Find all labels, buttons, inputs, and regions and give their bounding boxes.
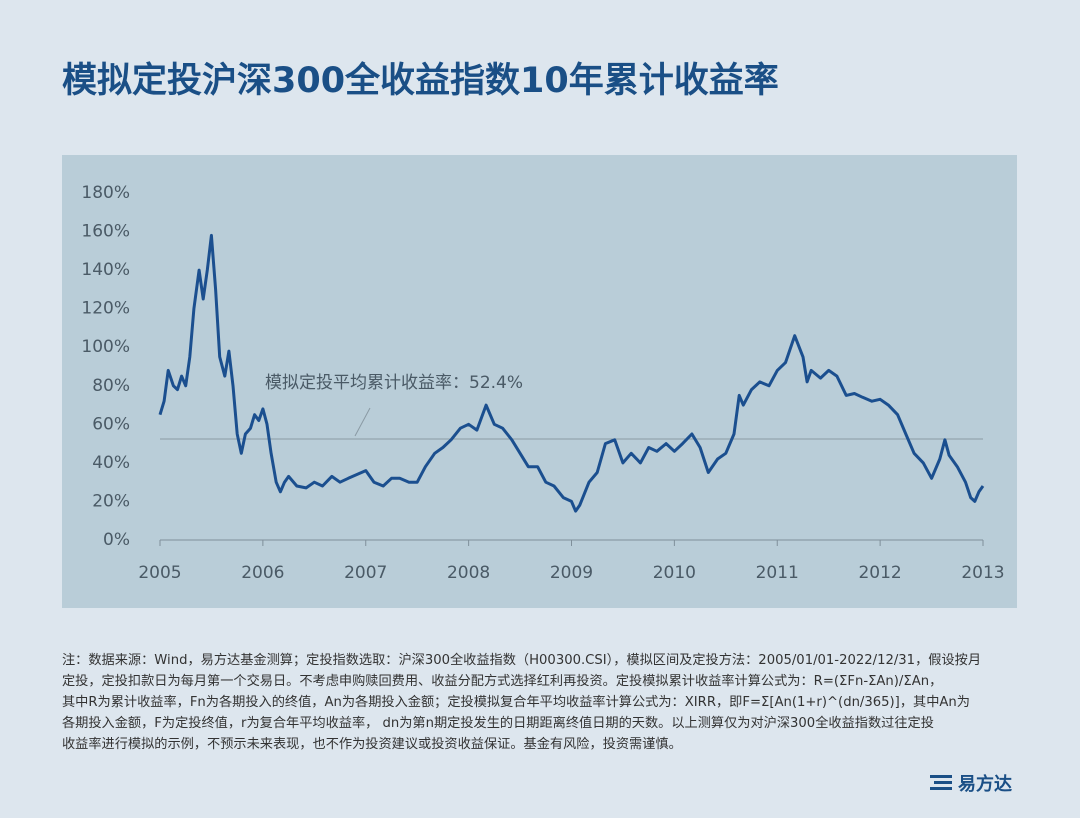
footnote-line: 收益率进行模拟的示例，不预示未来表现，也不作为投资建议或投资收益保证。基金有风险… — [62, 737, 682, 752]
y-tick-label: 60% — [92, 414, 130, 434]
y-tick-label: 160% — [81, 222, 130, 242]
footnote-line: 其中R为累计收益率，Fn为各期投入的终值，An为各期投入金额；定投模拟复合年平均… — [62, 695, 970, 710]
logo: 易方达 — [930, 770, 1012, 796]
x-tick-label: 2009 — [550, 563, 593, 583]
y-tick-label: 100% — [81, 337, 130, 357]
x-tick-label: 2011 — [756, 563, 799, 583]
logo-text: 易方达 — [958, 774, 1012, 795]
x-tick-label: 2006 — [241, 563, 284, 583]
data-line — [158, 233, 985, 513]
x-tick-label: 2007 — [344, 563, 387, 583]
x-tick-label: 2013 — [961, 563, 1004, 583]
annotation-pointer — [354, 407, 371, 437]
y-tick-label: 80% — [92, 376, 130, 396]
footnote-line: 定投，定投扣款日为每月第一个交易日。不考虑申购赎回费用、收益分配方式选择红利再投… — [62, 674, 943, 689]
y-tick-label: 20% — [92, 491, 130, 511]
footnote: 注：数据来源：Wind，易方达基金测算；定投指数选取：沪深300全收益指数（H0… — [62, 650, 1022, 755]
title: 模拟定投沪深300全收益指数10年累计收益率 — [62, 61, 779, 101]
logo-icon — [930, 775, 952, 790]
y-tick-label: 0% — [103, 530, 130, 550]
y-tick-label: 180% — [81, 183, 130, 203]
annotation: 模拟定投平均累计收益率：52.4% — [265, 373, 523, 393]
y-tick-label: 120% — [81, 299, 130, 319]
x-tick-label: 2005 — [138, 563, 181, 583]
y-tick-label: 40% — [92, 453, 130, 473]
x-tick-label: 2010 — [653, 563, 696, 583]
footnote-line: 各期投入金额，F为定投终值，r为复合年平均收益率， dn为第n期定投发生的日期距… — [62, 716, 934, 731]
y-tick-label: 140% — [81, 260, 130, 280]
chart-panel — [62, 155, 1017, 608]
footnote-line: 注：数据来源：Wind，易方达基金测算；定投指数选取：沪深300全收益指数（H0… — [62, 653, 982, 668]
x-tick-label: 2012 — [858, 563, 901, 583]
x-tick-label: 2008 — [447, 563, 490, 583]
